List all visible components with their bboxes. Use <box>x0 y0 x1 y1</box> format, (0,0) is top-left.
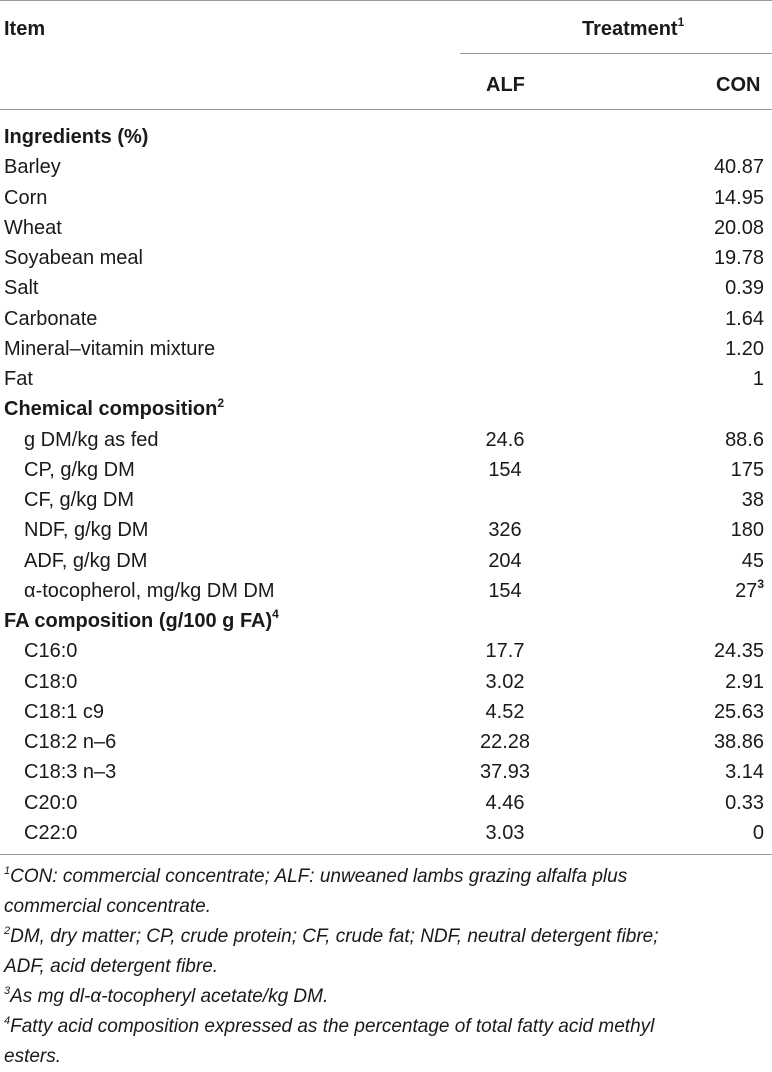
section-row: Chemical composition2 <box>0 394 772 424</box>
table-row: Barley 40.87 <box>0 152 772 182</box>
section-row: FA composition (g/100 g FA)4 <box>0 606 772 636</box>
table-row: C18:3 n–3 37.93 3.14 <box>0 757 772 787</box>
row-label: Carbonate <box>4 307 98 330</box>
con-value: 1.20 <box>725 337 764 360</box>
row-label: g DM/kg as fed <box>24 428 159 451</box>
alf-value: 204 <box>488 549 522 572</box>
footnote-line: esters. <box>4 1046 62 1067</box>
row-label: Fat <box>4 368 33 390</box>
table-row: Fat 1 <box>0 364 772 394</box>
footnotes: 1CON: commercial concentrate; ALF: unwea… <box>0 862 768 1072</box>
con-value: 88.6 <box>725 428 764 451</box>
row-label: Soyabean meal <box>4 247 143 269</box>
table-row: Soyabean meal 19.78 <box>0 243 772 273</box>
table-row: NDF, g/kg DM 326 180 <box>0 515 772 545</box>
row-label: NDF, g/kg DM <box>24 519 149 542</box>
column-header-treatment: Treatment1 <box>582 15 685 40</box>
con-value: 1 <box>752 368 764 390</box>
alf-value: 4.46 <box>485 791 525 814</box>
row-label: FA composition (g/100 g FA)4 <box>4 607 279 632</box>
table-body: Ingredients (%) Barley 40.87 Corn 14.95 Wheat… <box>0 122 772 848</box>
alf-value: 154 <box>488 579 522 602</box>
table-row: C20:0 4.46 0.33 <box>0 788 772 818</box>
row-label: C18:0 <box>24 670 78 693</box>
row-label: Corn <box>4 186 48 209</box>
section-row: Ingredients (%) <box>0 122 772 152</box>
table-row: ADF, g/kg DM 204 45 <box>0 546 772 576</box>
table-row: CF, g/kg DM 38 <box>0 485 772 515</box>
row-label: α-tocopherol, mg/kg DM DM <box>24 579 275 602</box>
con-value: 2.91 <box>725 670 764 693</box>
alf-value: 37.93 <box>479 761 531 784</box>
column-header-item: Item <box>4 18 46 40</box>
table-row: C18:1 c9 4.52 25.63 <box>0 697 772 727</box>
con-value: 3.14 <box>725 761 764 784</box>
alf-value: 3.02 <box>485 670 525 693</box>
con-value: 273 <box>735 577 764 602</box>
con-value: 25.63 <box>713 700 764 723</box>
table-row: Carbonate 1.64 <box>0 304 772 334</box>
row-label: Salt <box>4 277 39 300</box>
alf-value: 17.7 <box>485 640 525 663</box>
con-value: 19.78 <box>713 247 764 269</box>
footnote-line: 1CON: commercial concentrate; ALF: unwea… <box>4 864 628 887</box>
alf-value: 3.03 <box>485 821 525 844</box>
alf-value: 326 <box>488 519 522 542</box>
row-label: ADF, g/kg DM <box>24 549 148 572</box>
column-header-alf: ALF <box>486 74 525 96</box>
row-label: C18:3 n–3 <box>24 761 117 784</box>
column-header-con: CON <box>716 74 761 96</box>
con-value: 180 <box>730 519 764 542</box>
row-label: CF, g/kg DM <box>24 489 135 511</box>
table-top-rule <box>0 0 772 1</box>
alf-value: 22.28 <box>479 731 531 753</box>
table-row: C22:0 3.03 0 <box>0 818 772 848</box>
table-row: α-tocopherol, mg/kg DM DM 154 273 <box>0 576 772 606</box>
con-value: 0.39 <box>725 277 764 300</box>
con-value: 40.87 <box>713 156 764 179</box>
alf-value: 154 <box>488 458 522 481</box>
alf-value: 24.6 <box>485 428 525 451</box>
row-label: C16:0 <box>24 640 78 663</box>
con-value: 45 <box>741 549 764 572</box>
con-value: 38 <box>741 489 764 511</box>
con-value: 20.08 <box>713 216 764 239</box>
table-row: C18:0 3.02 2.91 <box>0 667 772 697</box>
row-label: C20:0 <box>24 791 78 814</box>
row-label: C18:2 n–6 <box>24 731 117 753</box>
row-label: C22:0 <box>24 821 78 844</box>
table-row: CP, g/kg DM 154 175 <box>0 455 772 485</box>
header-bottom-rule <box>0 109 772 110</box>
con-value: 38.86 <box>713 731 764 753</box>
row-label: C18:1 c9 <box>24 700 105 723</box>
row-label: Mineral–vitamin mixture <box>4 337 216 360</box>
footnote-line: 2DM, dry matter; CP, crude protein; CF, … <box>4 924 659 947</box>
table-row: Mineral–vitamin mixture 1.20 <box>0 334 772 364</box>
table-row: Salt 0.39 <box>0 273 772 303</box>
treatment-span-rule <box>460 53 772 54</box>
con-value: 14.95 <box>713 186 764 209</box>
table-row: C16:0 17.7 24.35 <box>0 636 772 666</box>
con-value: 1.64 <box>725 307 764 330</box>
table-bottom-rule <box>0 854 772 855</box>
footnote-line: commercial concentrate. <box>4 896 211 917</box>
table-row: Wheat 20.08 <box>0 213 772 243</box>
con-value: 0 <box>752 821 764 844</box>
row-label: Wheat <box>4 216 62 239</box>
con-value: 24.35 <box>713 640 764 663</box>
footnote-line: 3As mg dl-α-tocopheryl acetate/kg DM. <box>4 984 329 1007</box>
row-label: Chemical composition2 <box>4 395 225 421</box>
row-label: Barley <box>4 156 61 179</box>
alf-value: 4.52 <box>485 700 525 723</box>
row-label: CP, g/kg DM <box>24 458 135 481</box>
table-row: Corn 14.95 <box>0 183 772 213</box>
con-value: 0.33 <box>725 791 764 814</box>
footnote-line: 4Fatty acid composition expressed as the… <box>4 1014 655 1037</box>
row-label: Ingredients (%) <box>4 126 149 148</box>
table-row: C18:2 n–6 22.28 38.86 <box>0 727 772 757</box>
table-row: g DM/kg as fed 24.6 88.6 <box>0 425 772 455</box>
footnote-line: ADF, acid detergent fibre. <box>4 956 219 977</box>
con-value: 175 <box>730 458 764 481</box>
